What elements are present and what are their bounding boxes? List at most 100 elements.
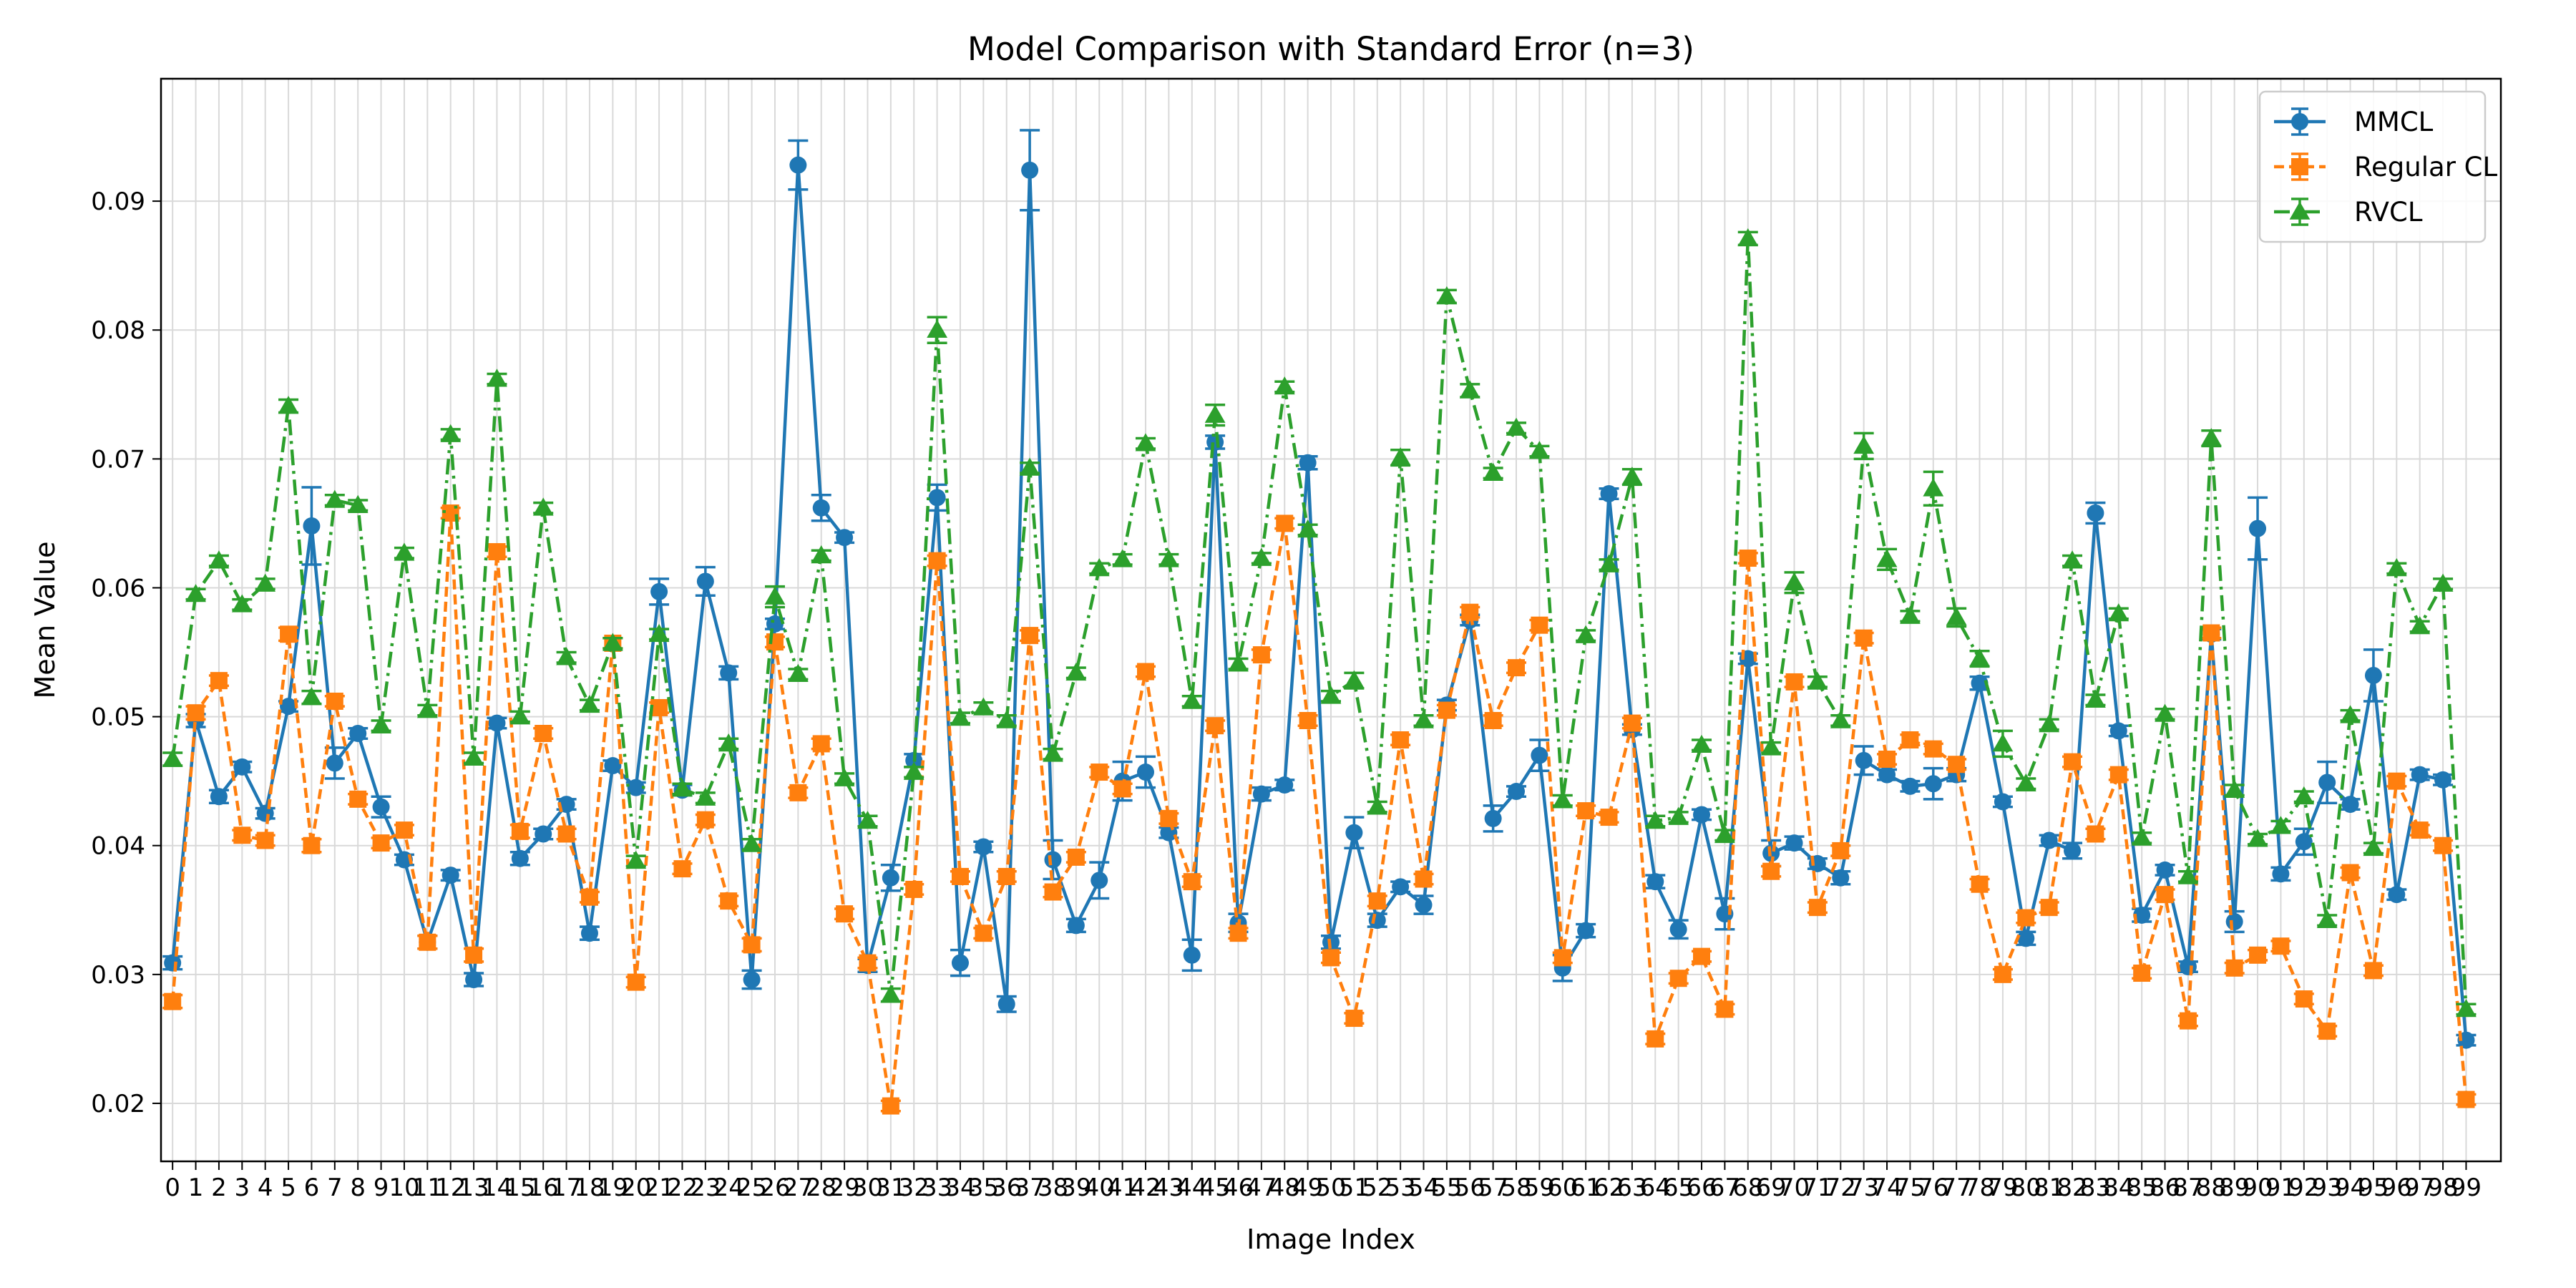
- data-point: [2364, 666, 2382, 684]
- data-point: [1552, 790, 1574, 809]
- data-point: [1181, 691, 1203, 709]
- data-point: [627, 973, 645, 991]
- data-point: [580, 924, 598, 942]
- data-point: [1876, 549, 1898, 567]
- x-tick-label: 88: [2196, 1174, 2227, 1202]
- data-point: [2039, 713, 2060, 733]
- data-point: [1345, 824, 1363, 841]
- data-point: [349, 725, 367, 743]
- data-point: [928, 552, 946, 570]
- data-point: [233, 758, 251, 776]
- x-tick-label: 30: [852, 1174, 883, 1202]
- data-point: [650, 698, 668, 716]
- data-point: [720, 664, 738, 682]
- data-point: [1669, 970, 1687, 987]
- data-point: [1994, 965, 2011, 983]
- x-tick-label: 26: [759, 1174, 790, 1202]
- data-point: [441, 867, 459, 884]
- legend-item-regular-cl: Regular CL: [2274, 152, 2498, 182]
- x-tick-label: 94: [2335, 1174, 2366, 1202]
- data-point: [2272, 937, 2290, 955]
- y-tick-label: 0.02: [91, 1090, 145, 1118]
- data-point: [1621, 467, 1643, 485]
- data-point: [2200, 428, 2222, 447]
- data-point: [2295, 990, 2313, 1008]
- data-point: [164, 954, 182, 972]
- data-point: [950, 707, 971, 726]
- data-point: [650, 582, 668, 600]
- data-point: [1206, 433, 1224, 451]
- data-point: [187, 704, 205, 722]
- data-point: [535, 825, 552, 843]
- x-tick-label: 11: [412, 1174, 443, 1202]
- data-point: [164, 992, 182, 1010]
- data-point: [2364, 962, 2382, 980]
- data-point: [280, 698, 298, 716]
- legend-label: MMCL: [2354, 107, 2434, 137]
- x-tick-label: 14: [482, 1174, 512, 1202]
- data-point: [231, 594, 253, 613]
- data-point: [2109, 722, 2127, 740]
- data-point: [1878, 751, 1896, 769]
- data-point: [303, 836, 321, 854]
- x-tick-label: 73: [1848, 1174, 1879, 1202]
- data-point: [975, 838, 992, 856]
- data-point: [1901, 777, 1919, 795]
- data-point: [625, 850, 647, 869]
- data-point: [416, 700, 438, 718]
- data-point: [1392, 731, 1410, 749]
- x-tick-label: 93: [2312, 1174, 2343, 1202]
- x-tick-label: 65: [1663, 1174, 1694, 1202]
- data-point: [1320, 686, 1342, 704]
- data-point: [1553, 949, 1571, 967]
- data-point: [1461, 603, 1479, 621]
- x-tick-label: 17: [551, 1174, 582, 1202]
- x-tick-label: 27: [783, 1174, 814, 1202]
- data-point: [1855, 751, 1873, 769]
- x-tick-label: 63: [1616, 1174, 1647, 1202]
- axis-layer: 0 1 2 3 4 5 6 7 8 9 101112131415161718192021222324…: [91, 187, 2482, 1202]
- x-tick-label: 28: [806, 1174, 836, 1202]
- data-point: [2434, 771, 2452, 789]
- data-point: [1737, 228, 1759, 247]
- x-tick-label: 38: [1038, 1174, 1068, 1202]
- data-point: [836, 529, 854, 547]
- data-point: [1599, 554, 1619, 572]
- data-point: [1716, 1000, 1734, 1018]
- data-point: [996, 710, 1018, 728]
- data-point: [208, 550, 230, 569]
- x-tick-label: 60: [1547, 1174, 1578, 1202]
- data-point: [1183, 946, 1201, 964]
- data-point: [2295, 833, 2313, 851]
- x-tick-label: 56: [1455, 1174, 1485, 1202]
- data-point: [743, 936, 761, 954]
- x-tick-label: 36: [991, 1174, 1022, 1202]
- data-point: [2179, 958, 2197, 976]
- data-point: [1760, 737, 1782, 756]
- data-point: [1785, 834, 1803, 852]
- data-point: [743, 971, 761, 989]
- data-point: [1900, 605, 1921, 624]
- data-point: [1808, 899, 1826, 917]
- data-point: [1067, 917, 1085, 935]
- data-point: [1830, 710, 1851, 728]
- data-point: [2341, 796, 2359, 814]
- x-tick-label: 42: [1130, 1174, 1161, 1202]
- x-tick-label: 54: [1408, 1174, 1439, 1202]
- x-tick-label: 21: [643, 1174, 674, 1202]
- data-point: [2133, 906, 2151, 924]
- data-point: [972, 697, 994, 716]
- x-tick-label: 86: [2150, 1174, 2180, 1202]
- x-tick-label: 0: [165, 1174, 180, 1202]
- data-point: [1183, 873, 1201, 891]
- data-point: [2040, 899, 2058, 917]
- data-point: [741, 834, 762, 852]
- data-point: [1019, 457, 1040, 476]
- grid-layer: [161, 79, 2501, 1161]
- data-point: [278, 396, 299, 414]
- data-point: [1600, 809, 1618, 826]
- data-point: [997, 995, 1015, 1013]
- x-tick-label: 8: [350, 1174, 366, 1202]
- data-point: [303, 517, 321, 535]
- x-tick-label: 12: [435, 1174, 466, 1202]
